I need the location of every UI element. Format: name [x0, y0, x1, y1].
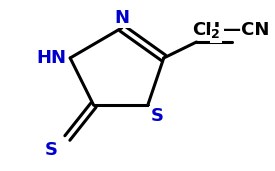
Text: S: S — [45, 141, 58, 159]
Text: S: S — [151, 107, 164, 125]
Text: 2: 2 — [211, 29, 220, 42]
Text: —CN: —CN — [223, 21, 269, 39]
Text: HN: HN — [37, 49, 67, 67]
Text: N: N — [114, 9, 129, 27]
Text: CH: CH — [192, 21, 220, 39]
